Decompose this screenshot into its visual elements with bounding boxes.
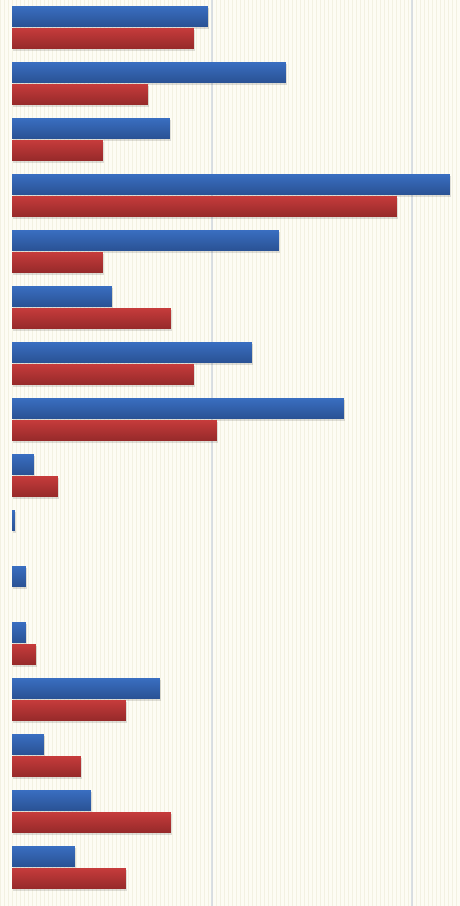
bar-series-a-13 (12, 678, 160, 699)
bar-series-b-6 (12, 308, 171, 329)
bar-series-b-15 (12, 812, 171, 833)
bar-series-a-1 (12, 6, 208, 27)
bar-series-a-15 (12, 790, 91, 811)
bar-series-a-10 (12, 510, 15, 531)
bar-series-b-14 (12, 756, 81, 777)
bar-series-a-12 (12, 622, 26, 643)
bar-series-b-16 (12, 868, 126, 889)
bar-series-b-12 (12, 644, 36, 665)
bar-series-a-4 (12, 174, 450, 195)
bar-series-b-1 (12, 28, 194, 49)
bar-series-b-3 (12, 140, 103, 161)
bar-series-a-6 (12, 286, 112, 307)
bar-series-a-5 (12, 230, 279, 251)
bar-series-a-9 (12, 454, 34, 475)
bar-series-b-2 (12, 84, 148, 105)
bar-series-a-3 (12, 118, 170, 139)
bar-series-a-16 (12, 846, 75, 867)
bar-series-b-8 (12, 420, 217, 441)
bar-series-b-13 (12, 700, 126, 721)
bar-series-a-7 (12, 342, 252, 363)
bar-series-b-9 (12, 476, 58, 497)
bar-series-b-4 (12, 196, 397, 217)
bar-series-a-14 (12, 734, 44, 755)
bar-series-a-11 (12, 566, 26, 587)
bar-series-b-7 (12, 364, 194, 385)
bar-series-b-5 (12, 252, 103, 273)
bar-series-a-2 (12, 62, 286, 83)
bar-series-a-8 (12, 398, 344, 419)
